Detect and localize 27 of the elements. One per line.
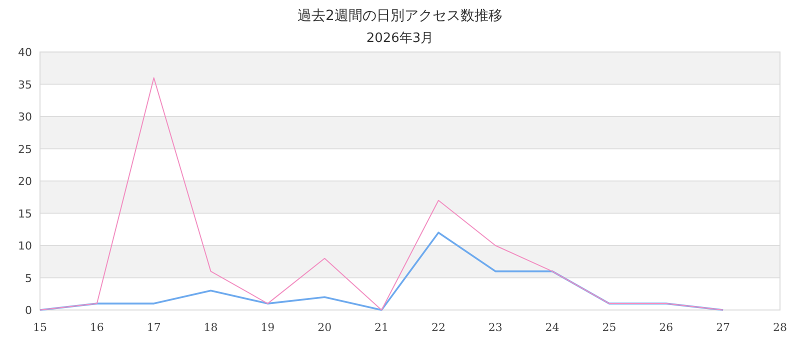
y-tick-label: 40 <box>18 46 32 59</box>
x-tick-label: 22 <box>431 321 446 334</box>
x-tick-label: 15 <box>33 321 47 334</box>
y-tick-label: 5 <box>25 272 32 285</box>
x-tick-label: 23 <box>488 321 502 334</box>
x-tick-label: 26 <box>659 321 674 334</box>
x-tick-label: 25 <box>602 321 616 334</box>
line-series <box>40 77 724 310</box>
x-tick-label: 19 <box>260 321 275 334</box>
x-tick-label: 27 <box>716 321 730 334</box>
y-tick-label: 35 <box>18 78 32 92</box>
y-tick-label: 0 <box>25 304 32 317</box>
chart-title: 過去2週間の日別アクセス数推移 <box>298 8 502 24</box>
y-tick-label: 15 <box>18 207 32 220</box>
x-tick-label: 16 <box>90 321 104 334</box>
y-tick-label: 20 <box>18 175 32 188</box>
x-tick-label: 24 <box>545 321 560 334</box>
chart-subtitle: 2026年3月 <box>366 31 434 46</box>
x-tick-label: 20 <box>318 321 332 334</box>
y-tick-label: 25 <box>18 142 32 156</box>
x-tick-label: 18 <box>204 321 218 334</box>
x-tick-label: 17 <box>146 321 161 334</box>
y-tick-label: 10 <box>18 240 32 252</box>
line-series <box>39 232 724 311</box>
x-tick-label: 21 <box>374 321 389 334</box>
y-tick-label: 30 <box>18 110 32 124</box>
x-tick-label: 28 <box>773 321 787 334</box>
